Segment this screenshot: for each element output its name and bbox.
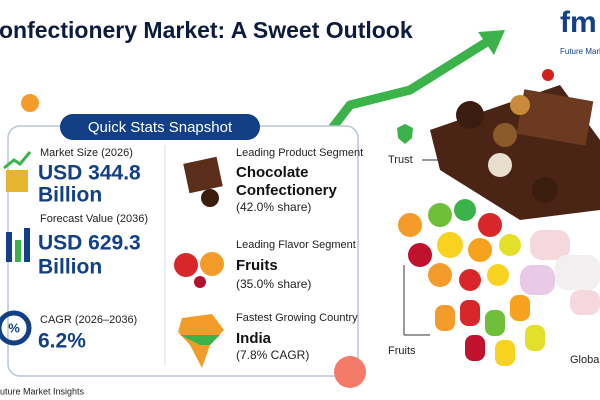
heading-pill [60,114,260,140]
logo-caption: Future Mark [560,47,600,56]
logo: fm [560,6,597,39]
segment-label: Fastest Growing Country [236,312,358,324]
chocolates [430,85,600,220]
segment-note: (7.8% CAGR) [236,348,309,362]
segment-value: Confectionery [236,182,338,199]
trust-icon [397,124,413,144]
segment-value: Chocolate [236,164,309,181]
cagr-icon: % [0,310,32,346]
chocolate-icon [183,156,223,207]
stat-value: Billion [38,256,102,279]
stat-value: Billion [38,184,102,207]
gummy-bears [435,295,545,366]
segment-value: India [236,330,272,347]
svg-text:%: % [8,320,20,335]
callout-label: Globa [570,354,600,366]
grapefruit [334,356,366,388]
stat-value: 6.2% [38,330,86,353]
source: uture Market Insights [0,386,85,396]
stat-label: Market Size (2026) [40,147,133,159]
callout-label: Trust [388,154,413,166]
title: onfectionery Market: A Sweet Outlook [0,17,413,43]
segment-note: (42.0% share) [236,200,311,214]
heading: Quick Stats Snapshot [88,119,233,136]
fruit-icon [174,252,224,288]
stat-label: Forecast Value (2036) [40,213,148,225]
stat-label: CAGR (2026–2036) [40,314,137,326]
segment-label: Leading Product Segment [236,147,363,159]
gummies [398,199,521,291]
segment-value: Fruits [236,257,278,274]
india-map-icon [178,314,224,368]
coins-icon [3,151,32,192]
stat-value: USD 629.3 [38,232,141,255]
arrow-head [478,30,505,55]
segment-note: (35.0% share) [236,277,311,291]
marshmallows [520,230,600,315]
callout-label: Fruits [388,345,416,357]
stat-value: USD 344.8 [38,162,141,185]
segment-label: Leading Flavor Segment [236,239,356,251]
forecast-icon [6,228,30,262]
orange-slice [21,94,39,112]
cherry [542,69,554,81]
